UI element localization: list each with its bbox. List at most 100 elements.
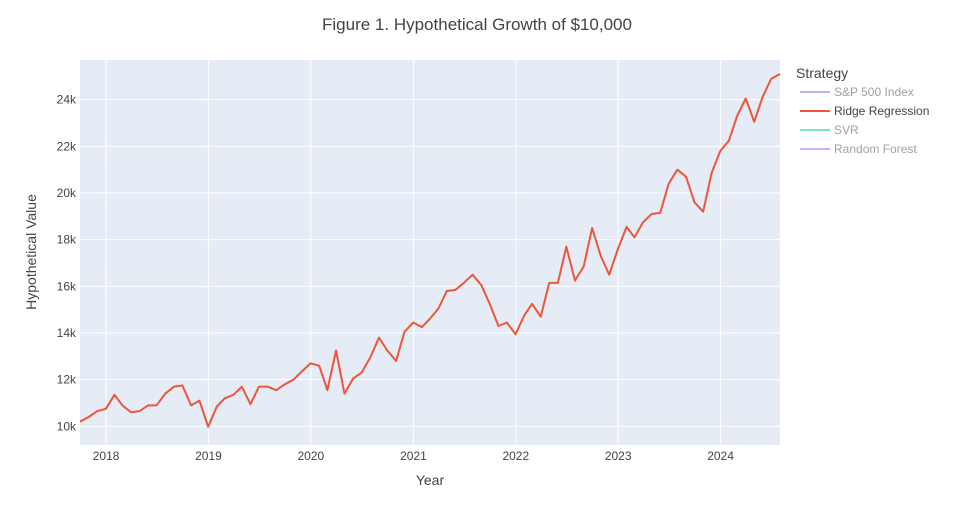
x-axis-title: Year bbox=[416, 472, 445, 488]
x-tick-label: 2019 bbox=[195, 449, 222, 463]
data-point[interactable] bbox=[658, 210, 663, 215]
data-point[interactable] bbox=[129, 410, 134, 415]
data-point[interactable] bbox=[684, 174, 689, 179]
data-point[interactable] bbox=[581, 264, 586, 269]
data-point[interactable] bbox=[718, 149, 723, 154]
data-point[interactable] bbox=[760, 94, 765, 99]
data-point[interactable] bbox=[778, 72, 783, 77]
data-point[interactable] bbox=[394, 359, 399, 364]
data-point[interactable] bbox=[427, 317, 432, 322]
data-point[interactable] bbox=[726, 138, 731, 143]
data-point[interactable] bbox=[197, 398, 202, 403]
legend-item-s-p-500-index[interactable]: S&P 500 Index bbox=[800, 85, 914, 99]
data-point[interactable] bbox=[265, 384, 270, 389]
legend-title: Strategy bbox=[796, 65, 848, 81]
data-point[interactable] bbox=[299, 369, 304, 374]
data-point[interactable] bbox=[675, 167, 680, 172]
series-layer bbox=[78, 72, 783, 429]
data-point[interactable] bbox=[402, 329, 407, 334]
legend-item-svr[interactable]: SVR bbox=[800, 123, 859, 137]
data-point[interactable] bbox=[470, 272, 475, 277]
legend[interactable]: Strategy S&P 500 Index Ridge Regression SV… bbox=[796, 65, 929, 156]
data-point[interactable] bbox=[163, 391, 168, 396]
data-point[interactable] bbox=[649, 212, 654, 217]
data-point[interactable] bbox=[461, 280, 466, 285]
data-point[interactable] bbox=[496, 324, 501, 329]
data-point[interactable] bbox=[342, 391, 347, 396]
data-point[interactable] bbox=[308, 361, 313, 366]
data-point[interactable] bbox=[154, 403, 159, 408]
data-point[interactable] bbox=[572, 278, 577, 283]
data-point[interactable] bbox=[522, 313, 527, 318]
data-point[interactable] bbox=[479, 283, 484, 288]
data-point[interactable] bbox=[743, 96, 748, 101]
data-point[interactable] bbox=[78, 419, 83, 424]
data-point[interactable] bbox=[334, 348, 339, 353]
data-point[interactable] bbox=[538, 314, 543, 319]
data-point[interactable] bbox=[291, 377, 296, 382]
data-point[interactable] bbox=[112, 392, 117, 397]
data-point[interactable] bbox=[137, 409, 142, 414]
data-point[interactable] bbox=[487, 301, 492, 306]
data-point[interactable] bbox=[120, 403, 125, 408]
data-point[interactable] bbox=[376, 335, 381, 340]
data-point[interactable] bbox=[564, 244, 569, 249]
y-tick-labels: 10k 12k 14k 16k 18k 20k 22k 24k bbox=[57, 93, 77, 434]
data-point[interactable] bbox=[504, 320, 509, 325]
data-point[interactable] bbox=[453, 287, 458, 292]
data-point[interactable] bbox=[189, 403, 194, 408]
legend-item-ridge-regression[interactable]: Ridge Regression bbox=[800, 104, 929, 118]
data-point[interactable] bbox=[632, 235, 637, 240]
data-point[interactable] bbox=[103, 406, 108, 411]
data-point[interactable] bbox=[86, 415, 91, 420]
data-point[interactable] bbox=[359, 370, 364, 375]
data-point[interactable] bbox=[709, 171, 714, 176]
data-point[interactable] bbox=[351, 376, 356, 381]
data-point[interactable] bbox=[95, 409, 100, 414]
data-point[interactable] bbox=[590, 226, 595, 231]
data-point[interactable] bbox=[641, 220, 646, 225]
data-point[interactable] bbox=[607, 272, 612, 277]
data-point[interactable] bbox=[368, 355, 373, 360]
data-point[interactable] bbox=[530, 301, 535, 306]
data-point[interactable] bbox=[239, 384, 244, 389]
data-point[interactable] bbox=[180, 383, 185, 388]
data-point[interactable] bbox=[256, 384, 261, 389]
series-line-ridge-regression[interactable] bbox=[79, 73, 781, 428]
y-tick-label: 22k bbox=[57, 139, 77, 153]
data-point[interactable] bbox=[411, 320, 416, 325]
data-point[interactable] bbox=[615, 247, 620, 252]
y-axis-title: Hypothetical Value bbox=[23, 194, 39, 310]
data-point[interactable] bbox=[547, 280, 552, 285]
x-tick-label: 2022 bbox=[502, 449, 529, 463]
data-point[interactable] bbox=[282, 382, 287, 387]
legend-label: Random Forest bbox=[834, 142, 917, 156]
data-point[interactable] bbox=[385, 348, 390, 353]
data-point[interactable] bbox=[598, 254, 603, 259]
data-point[interactable] bbox=[444, 289, 449, 294]
data-point[interactable] bbox=[146, 403, 151, 408]
data-point[interactable] bbox=[248, 402, 253, 407]
data-point[interactable] bbox=[419, 325, 424, 330]
data-point[interactable] bbox=[513, 332, 518, 337]
data-point[interactable] bbox=[624, 224, 629, 229]
data-point[interactable] bbox=[666, 181, 671, 186]
data-point[interactable] bbox=[171, 384, 176, 389]
legend-item-random-forest[interactable]: Random Forest bbox=[800, 142, 917, 156]
data-point[interactable] bbox=[317, 363, 322, 368]
data-point[interactable] bbox=[436, 306, 441, 311]
data-point[interactable] bbox=[735, 114, 740, 119]
legend-label: SVR bbox=[834, 123, 859, 137]
data-point[interactable] bbox=[206, 424, 211, 429]
data-point[interactable] bbox=[325, 388, 330, 393]
data-point[interactable] bbox=[752, 119, 757, 124]
data-point[interactable] bbox=[214, 404, 219, 409]
data-point[interactable] bbox=[274, 388, 279, 393]
y-tick-label: 16k bbox=[57, 279, 77, 293]
data-point[interactable] bbox=[231, 392, 236, 397]
data-point[interactable] bbox=[222, 396, 227, 401]
data-point[interactable] bbox=[555, 280, 560, 285]
data-point[interactable] bbox=[769, 76, 774, 81]
data-point[interactable] bbox=[692, 200, 697, 205]
data-point[interactable] bbox=[701, 209, 706, 214]
